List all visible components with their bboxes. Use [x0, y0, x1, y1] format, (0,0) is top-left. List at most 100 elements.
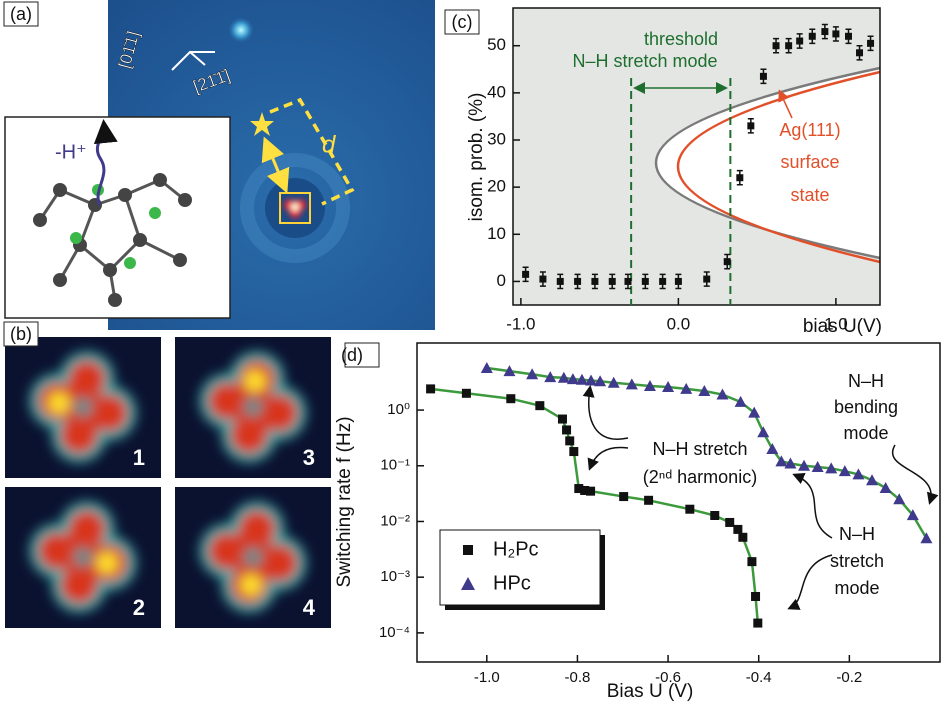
marker: [535, 401, 544, 410]
legend-label: H₂Pc: [493, 538, 539, 560]
y-tick-label: 30: [487, 129, 506, 148]
x-tick-label: -1.0: [474, 669, 500, 686]
lobe-core: [243, 397, 263, 417]
marker: [760, 73, 767, 80]
marker: [574, 278, 581, 285]
marker: [738, 533, 747, 542]
x-axis-label: Bias U (V): [607, 681, 694, 702]
annotation: N–H: [848, 371, 884, 391]
annotation: mode: [834, 578, 879, 598]
marker: [751, 592, 760, 601]
marker: [867, 40, 874, 47]
marker: [591, 278, 598, 285]
marker: [539, 276, 546, 283]
frame-number: 3: [303, 445, 315, 470]
marker: [796, 38, 803, 45]
annotation: Ag(111): [779, 120, 840, 140]
marker: [624, 278, 631, 285]
marker: [736, 174, 743, 181]
y-tick-label: 10⁻²: [380, 512, 410, 529]
marker: [565, 436, 574, 445]
marker: [609, 278, 616, 285]
marker: [856, 49, 863, 56]
y-tick-label: 10⁰: [387, 401, 410, 418]
panel-label: (a): [10, 4, 32, 24]
legend-label: HPc: [493, 572, 531, 594]
marker: [522, 271, 529, 278]
annotation: surface: [780, 152, 839, 172]
plot-frame: [417, 343, 940, 662]
marker: [832, 30, 839, 37]
marker: [562, 425, 571, 434]
y-tick-label: 50: [487, 35, 506, 54]
deprotonation-label: -H⁺: [55, 141, 87, 163]
legend-marker: [463, 545, 473, 555]
marker: [659, 278, 666, 285]
marker: [785, 42, 792, 49]
lobe-hot: [240, 574, 262, 596]
y-tick-label: 10⁻⁴: [379, 624, 410, 641]
lobe-core: [73, 397, 93, 417]
marker: [809, 33, 816, 40]
molecule-inset: [5, 117, 230, 318]
lobe-core: [243, 547, 263, 567]
marker: [766, 443, 778, 454]
frame-number: 2: [133, 595, 145, 620]
x-tick-label: 0.0: [667, 314, 691, 333]
annotation: N–H stretch: [652, 439, 747, 459]
marker: [675, 278, 682, 285]
marker: [506, 394, 515, 403]
marker: [747, 122, 754, 129]
marker: [462, 389, 471, 398]
marker: [703, 276, 710, 283]
marker: [685, 505, 694, 514]
panel-label: (b): [10, 324, 32, 344]
marker: [619, 492, 628, 501]
x-tick-label: -0.2: [836, 669, 862, 686]
annotation: stretch: [830, 551, 884, 571]
y-tick-label: 0: [497, 271, 506, 290]
marker: [845, 33, 852, 40]
figure: [01̄1] [21̄1̄] d -H⁺ (a) 1324 (b): [0, 0, 943, 702]
stm-frames: 1 3 2 4: [5, 337, 331, 628]
marker: [558, 415, 567, 424]
y-tick-label: 40: [487, 82, 506, 101]
marker: [733, 525, 742, 534]
x-tick-label: -1.0: [506, 314, 535, 333]
marker: [569, 447, 578, 456]
y-axis-label: Switching rate f (Hz): [334, 416, 355, 587]
marker: [821, 28, 828, 35]
marker: [757, 426, 769, 437]
annotation: (2ⁿᵈ harmonic): [643, 467, 757, 487]
x-tick-label: -0.8: [565, 669, 591, 686]
annotation: threshold: [644, 29, 718, 49]
marker: [920, 532, 932, 543]
lobe-hot: [48, 392, 70, 414]
marker: [586, 487, 595, 496]
x-tick-label: -0.4: [746, 669, 772, 686]
lobe-hot: [96, 552, 118, 574]
annotation: bending: [834, 397, 898, 417]
marker: [724, 258, 731, 265]
marker: [642, 278, 649, 285]
marker: [644, 496, 653, 505]
annotation: N–H stretch mode: [572, 51, 717, 71]
marker: [557, 278, 564, 285]
panel-label: (c): [452, 12, 473, 32]
panel-label: (d): [341, 345, 363, 365]
frame-number: 1: [133, 445, 145, 470]
marker: [880, 482, 892, 493]
marker: [725, 518, 734, 527]
y-tick-label: 10⁻³: [380, 568, 410, 585]
annotation: mode: [843, 423, 888, 443]
marker: [747, 557, 756, 566]
lobe-hot: [244, 370, 266, 392]
lobe-core: [73, 547, 93, 567]
marker: [773, 42, 780, 49]
y-tick-label: 10⁻¹: [380, 457, 410, 474]
marker: [426, 384, 435, 393]
frame-number: 4: [303, 595, 316, 620]
y-tick-label: 20: [487, 177, 506, 196]
annotation: N–H: [839, 524, 875, 544]
y-axis-label: isom. prob. (%): [466, 93, 487, 222]
